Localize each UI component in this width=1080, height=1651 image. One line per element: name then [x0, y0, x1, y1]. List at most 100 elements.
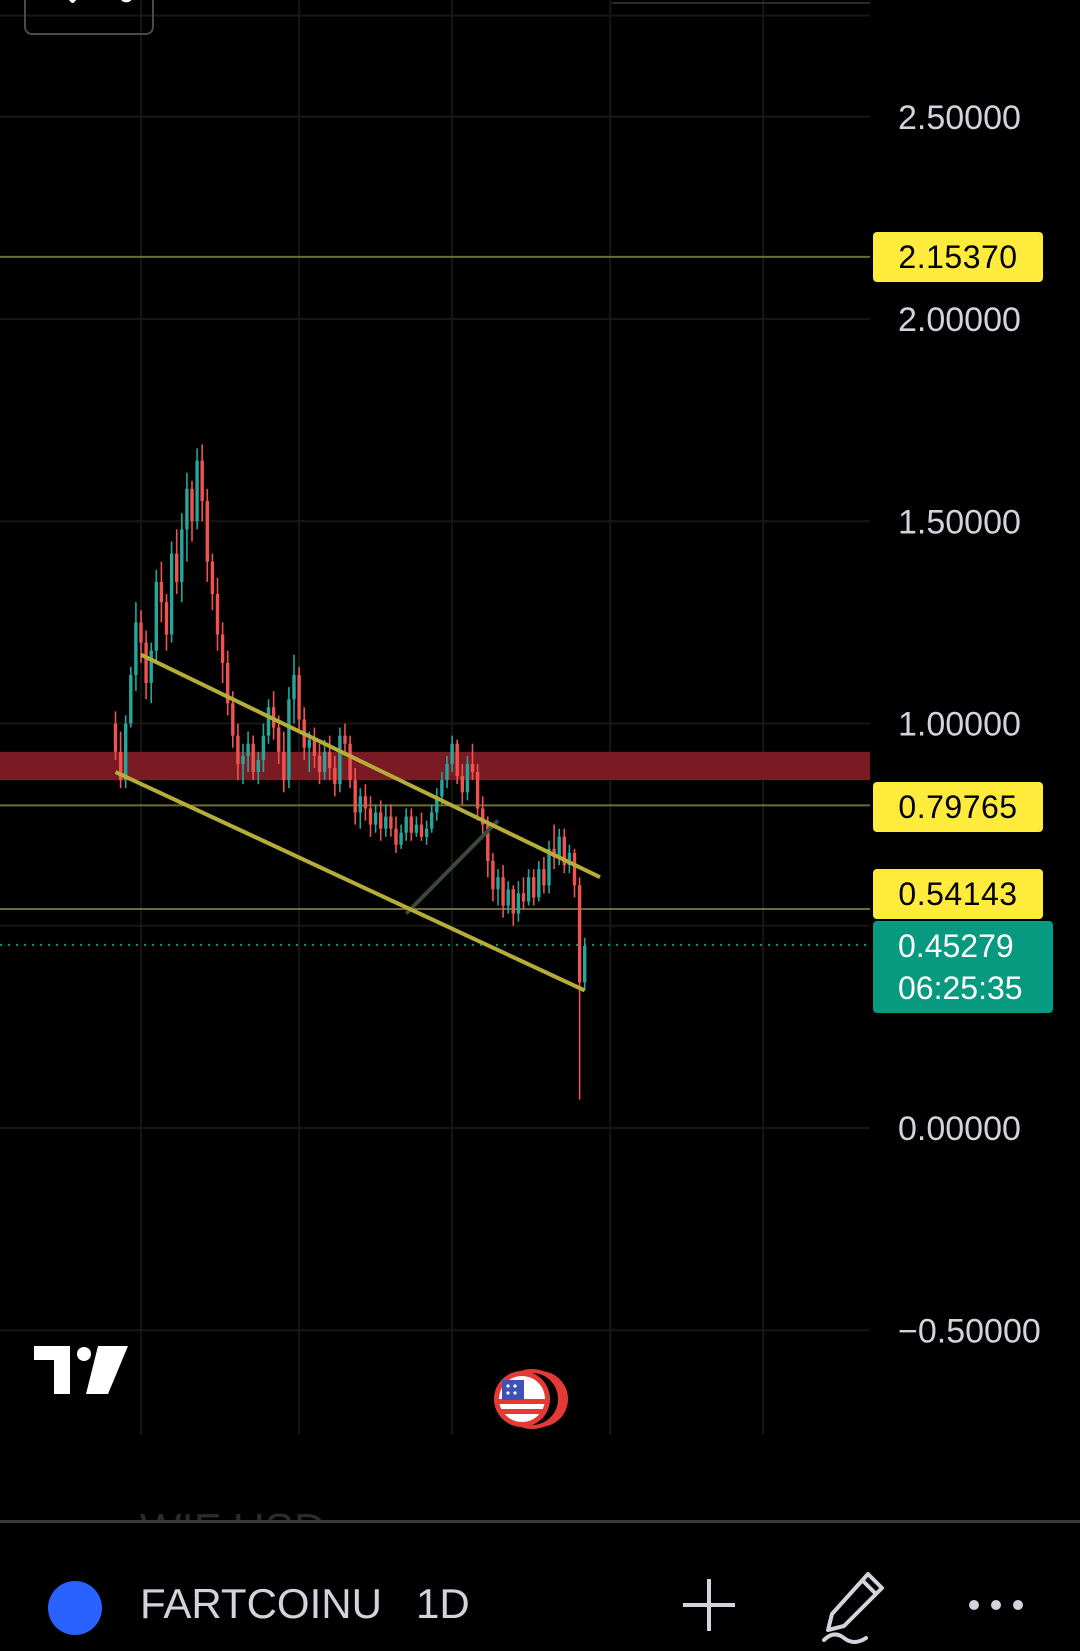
price-chart[interactable]: 2.50000 2.00000 1.50000 1.00000 0.00000 −0.50… [0, 0, 1080, 1440]
candle-body [501, 877, 505, 906]
candle-body [363, 796, 368, 809]
candle-body [389, 816, 393, 829]
candle-body [236, 735, 240, 764]
candle-body [144, 642, 148, 684]
toolbar-divider [0, 1520, 1080, 1523]
candle-body [506, 889, 510, 906]
candle-body [297, 674, 301, 720]
candle-body [343, 735, 347, 744]
candle-body [577, 885, 582, 983]
current-price-value: 0.45279 [898, 928, 1014, 964]
y-tick-label: 1.50000 [898, 503, 1021, 541]
channel-line [114, 770, 586, 993]
candle-body [215, 594, 220, 635]
candle-body [537, 869, 541, 898]
level-label-0-54143: 0.54143 [873, 869, 1043, 919]
candle-body [200, 460, 204, 502]
candle-body [312, 739, 317, 756]
candle-body [379, 812, 383, 829]
candle-body [583, 945, 587, 983]
candle-body [567, 852, 572, 866]
trend-line [404, 819, 500, 916]
candle-body [521, 893, 526, 902]
bar-countdown: 06:25:35 [898, 970, 1023, 1006]
candle-body [424, 828, 429, 837]
candle-body [149, 650, 153, 684]
candle-body [328, 751, 332, 768]
candle-body [261, 735, 266, 760]
candle-body [118, 751, 123, 781]
candle-body [572, 852, 577, 886]
candle-body [481, 808, 485, 825]
candle-body [353, 780, 357, 813]
candle-body [169, 553, 174, 635]
candle-body [210, 561, 215, 595]
candle-body [475, 772, 480, 809]
candle-body [307, 739, 311, 748]
candle-body [445, 763, 449, 781]
drawing-pen-icon[interactable] [818, 1568, 888, 1644]
candle-body [256, 759, 260, 773]
candle-body [511, 889, 515, 914]
current-price-label: 0.45279 06:25:35 [873, 921, 1053, 1013]
candle-body [348, 743, 352, 781]
candle-body [292, 674, 296, 700]
candle-body [516, 893, 521, 914]
candle-body [246, 743, 250, 756]
candle-body [322, 751, 327, 773]
candle-body [384, 816, 388, 829]
candle-body [419, 824, 424, 837]
candle-body [368, 808, 373, 825]
interval-selector[interactable]: 1D [416, 1580, 470, 1627]
level-label-0-79765: 0.79765 [873, 782, 1043, 832]
candle-body [465, 763, 470, 793]
candle-body [113, 723, 118, 752]
candle-body [404, 816, 408, 833]
candle-body [124, 723, 128, 781]
candle-body [241, 755, 245, 764]
add-plus-icon[interactable] [680, 1575, 738, 1635]
candle-body [542, 869, 546, 886]
candle-body [317, 755, 322, 773]
candle-body [430, 812, 434, 829]
candle-body [185, 488, 189, 530]
candle-body [460, 776, 464, 793]
level-label-2-15370: 2.15370 [873, 232, 1043, 282]
candle-body [486, 824, 490, 862]
more-options-icon[interactable] [966, 1575, 1026, 1635]
candle-body [139, 622, 143, 643]
candle-body [491, 861, 495, 890]
candle-body [287, 699, 291, 781]
candle-body [190, 488, 194, 522]
candle-body [562, 836, 566, 866]
candle-body [547, 848, 551, 886]
candle-body [164, 602, 169, 635]
y-tick-label: 0.00000 [898, 1110, 1021, 1148]
candle-body [180, 529, 184, 582]
candle-body [129, 674, 133, 724]
y-tick-label: 2.00000 [898, 301, 1021, 339]
channel-line [140, 652, 601, 880]
candle-body [399, 832, 403, 845]
indicator-toggle-button[interactable]: ⌄ 0 [24, 0, 154, 35]
candle-body [220, 634, 225, 663]
candle-body [409, 816, 413, 833]
chevron-down-icon: ⌄ [60, 0, 85, 11]
candle-body [282, 751, 286, 781]
candle-body [134, 622, 138, 675]
resistance-zone [0, 751, 870, 781]
y-tick-label: 2.50000 [898, 99, 1021, 137]
us-flag-events-icon[interactable] [488, 1368, 572, 1430]
candle-body [532, 877, 536, 898]
candle-body [414, 824, 419, 833]
y-tick-label: −0.50000 [898, 1312, 1041, 1350]
candle-body [277, 727, 281, 752]
symbol-logo-icon[interactable] [48, 1581, 102, 1635]
candle-body [526, 877, 531, 902]
indicator-count: 0 [118, 0, 135, 10]
candle-body [450, 743, 454, 764]
candle-body [338, 735, 342, 785]
candle-body [373, 812, 378, 825]
bottom-toolbar [0, 1523, 1080, 1651]
symbol-name[interactable]: FARTCOINU [140, 1580, 382, 1627]
